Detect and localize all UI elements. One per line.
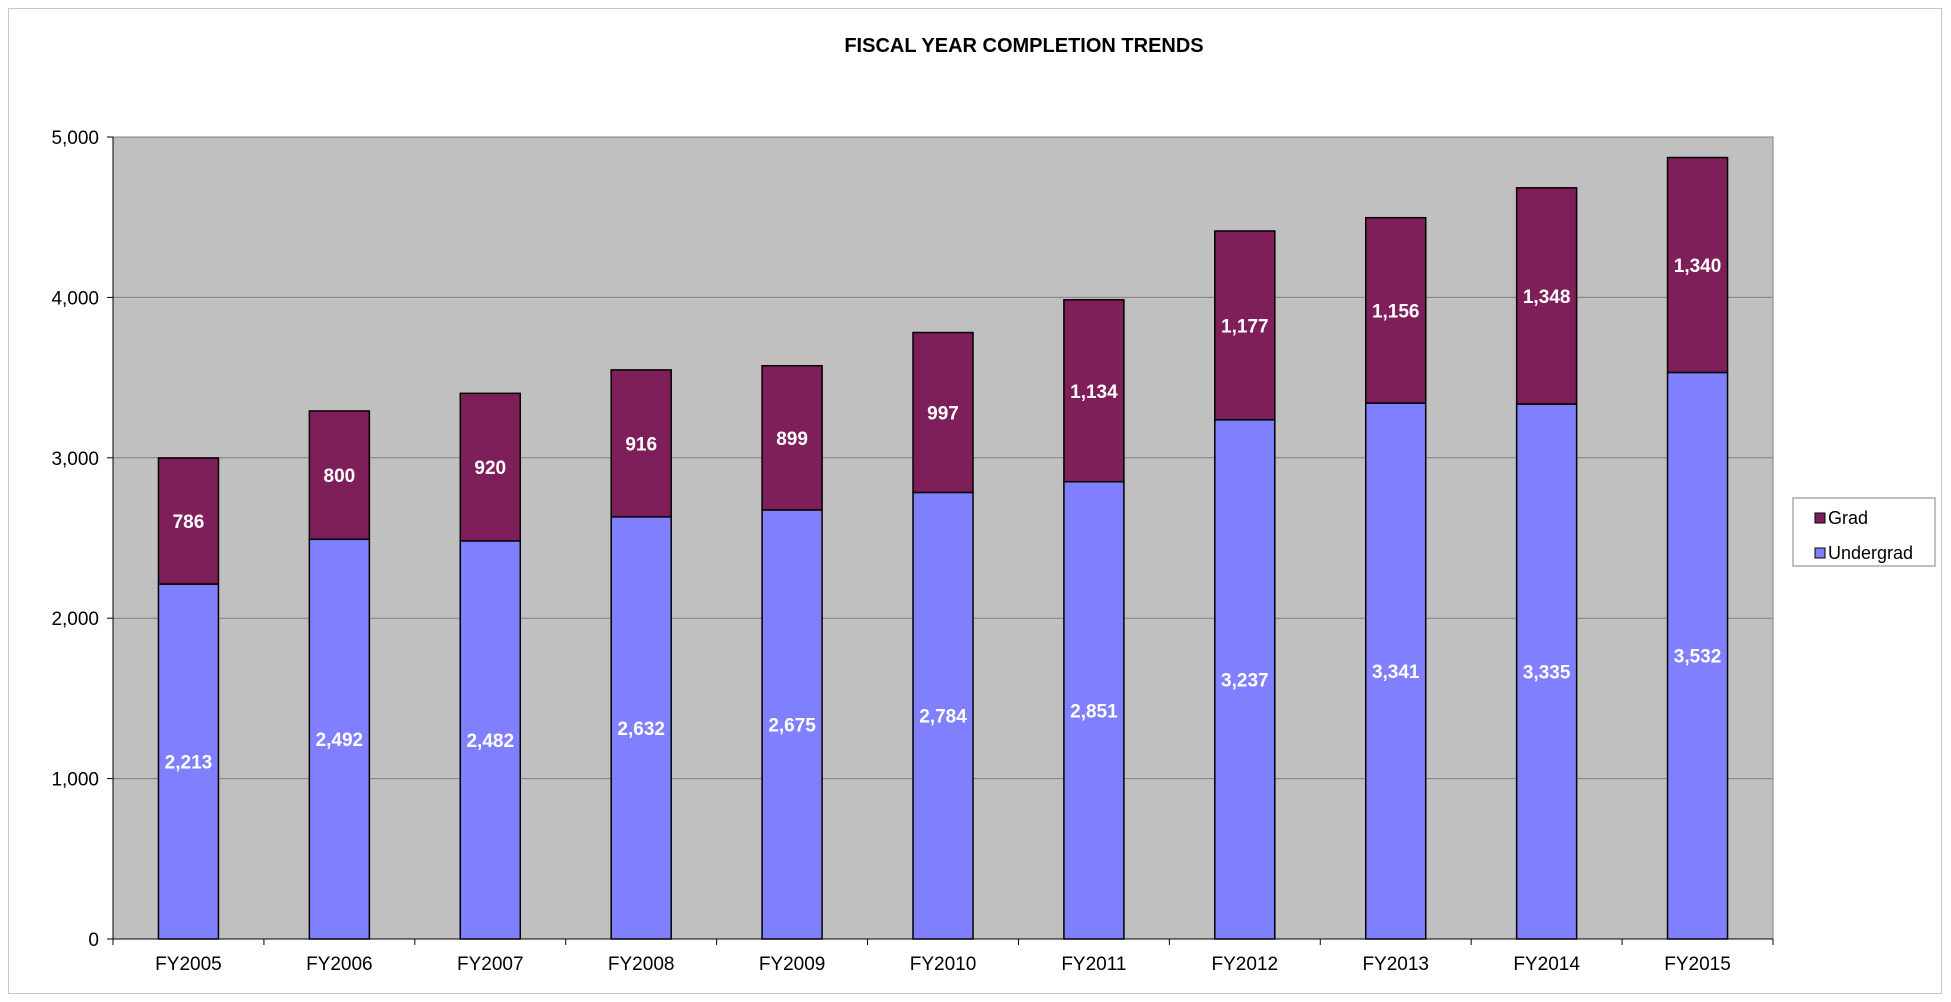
- bar-undergrad: [1214, 419, 1276, 940]
- bars: [157, 156, 1729, 940]
- bar-grad: [1063, 299, 1125, 483]
- bar-grad: [459, 392, 522, 542]
- data-label-grad: 916: [625, 434, 657, 455]
- bar-grad: [610, 369, 672, 518]
- x-tick-label: FY2012: [1212, 954, 1279, 975]
- bar-grad: [912, 331, 974, 494]
- legend-swatch: [1814, 547, 1826, 559]
- data-label-grad: 1,156: [1372, 301, 1420, 322]
- x-tick-label: FY2014: [1513, 954, 1580, 975]
- data-label-undergrad: 2,784: [919, 707, 967, 728]
- x-tick-label: FY2008: [608, 954, 675, 975]
- data-label-undergrad: 2,213: [165, 753, 213, 774]
- x-tick-label: FY2015: [1664, 954, 1731, 975]
- x-tick-label: FY2013: [1362, 954, 1429, 975]
- x-tick-label: FY2011: [1061, 954, 1126, 975]
- data-label-undergrad: 2,632: [617, 719, 665, 740]
- data-labels: 2,213 786 2,492 800 2,482 920 2,632 916 2,675 899…: [165, 256, 1722, 774]
- bar-grad: [1214, 230, 1276, 421]
- data-label-undergrad: 3,335: [1523, 663, 1571, 684]
- y-tick-label: 2,000: [51, 609, 99, 630]
- y-tick-label: 0: [88, 930, 99, 951]
- y-tick-label: 1,000: [51, 770, 99, 791]
- data-label-grad: 786: [173, 512, 205, 533]
- bar-undergrad: [912, 491, 974, 940]
- y-tick-label: 5,000: [51, 128, 99, 149]
- bar-undergrad: [1364, 402, 1427, 940]
- bar-grad: [308, 410, 371, 541]
- bar-grad: [761, 364, 823, 511]
- data-label-grad: 1,348: [1523, 287, 1571, 308]
- bar-undergrad: [1666, 371, 1729, 940]
- x-tick-label: FY2009: [759, 954, 826, 975]
- data-label-undergrad: 3,532: [1674, 647, 1722, 668]
- data-label-undergrad: 2,675: [768, 715, 816, 736]
- data-label-grad: 997: [927, 403, 959, 424]
- chart-frame: FISCAL YEAR COMPLETION TRENDS 2,213 786 2,…: [8, 8, 1942, 994]
- x-tick-label: FY2010: [910, 954, 977, 975]
- legend-label: Grad: [1828, 508, 1868, 528]
- data-label-grad: 920: [474, 458, 506, 479]
- bar-undergrad: [610, 516, 672, 940]
- data-label-grad: 899: [776, 429, 808, 450]
- data-label-grad: 800: [324, 466, 356, 487]
- legend: Grad Undergrad: [1792, 497, 1936, 567]
- bar-grad: [1666, 156, 1729, 374]
- axes: 0 1,000 2,000 3,000 4,000 5,000 FY2005 FY2006 FY…: [51, 128, 1774, 975]
- bar-undergrad: [459, 540, 522, 940]
- bar-grad: [1515, 187, 1578, 405]
- bar-undergrad: [308, 538, 371, 940]
- data-label-undergrad: 3,237: [1221, 670, 1269, 691]
- y-tick-label: 4,000: [51, 288, 99, 309]
- x-tick-label: FY2007: [457, 954, 524, 975]
- legend-swatch: [1814, 512, 1826, 524]
- bar-grad: [1364, 216, 1427, 404]
- data-label-undergrad: 2,851: [1070, 701, 1118, 722]
- bar-grad: [157, 457, 220, 585]
- bar-undergrad: [1515, 403, 1578, 940]
- y-tick-label: 3,000: [51, 449, 99, 470]
- data-label-undergrad: 3,341: [1372, 662, 1420, 683]
- chart-title: FISCAL YEAR COMPLETION TRENDS: [844, 35, 1203, 57]
- x-tick-label: FY2005: [155, 954, 222, 975]
- legend-label: Undergrad: [1828, 543, 1913, 563]
- data-label-undergrad: 2,492: [316, 730, 364, 751]
- data-label-undergrad: 2,482: [466, 731, 514, 752]
- data-label-grad: 1,134: [1070, 382, 1118, 403]
- data-label-grad: 1,177: [1221, 316, 1269, 337]
- data-label-grad: 1,340: [1674, 256, 1722, 277]
- x-tick-label: FY2006: [306, 954, 373, 975]
- stacked-bar-chart: FISCAL YEAR COMPLETION TRENDS 2,2137862,…: [51, 35, 1936, 975]
